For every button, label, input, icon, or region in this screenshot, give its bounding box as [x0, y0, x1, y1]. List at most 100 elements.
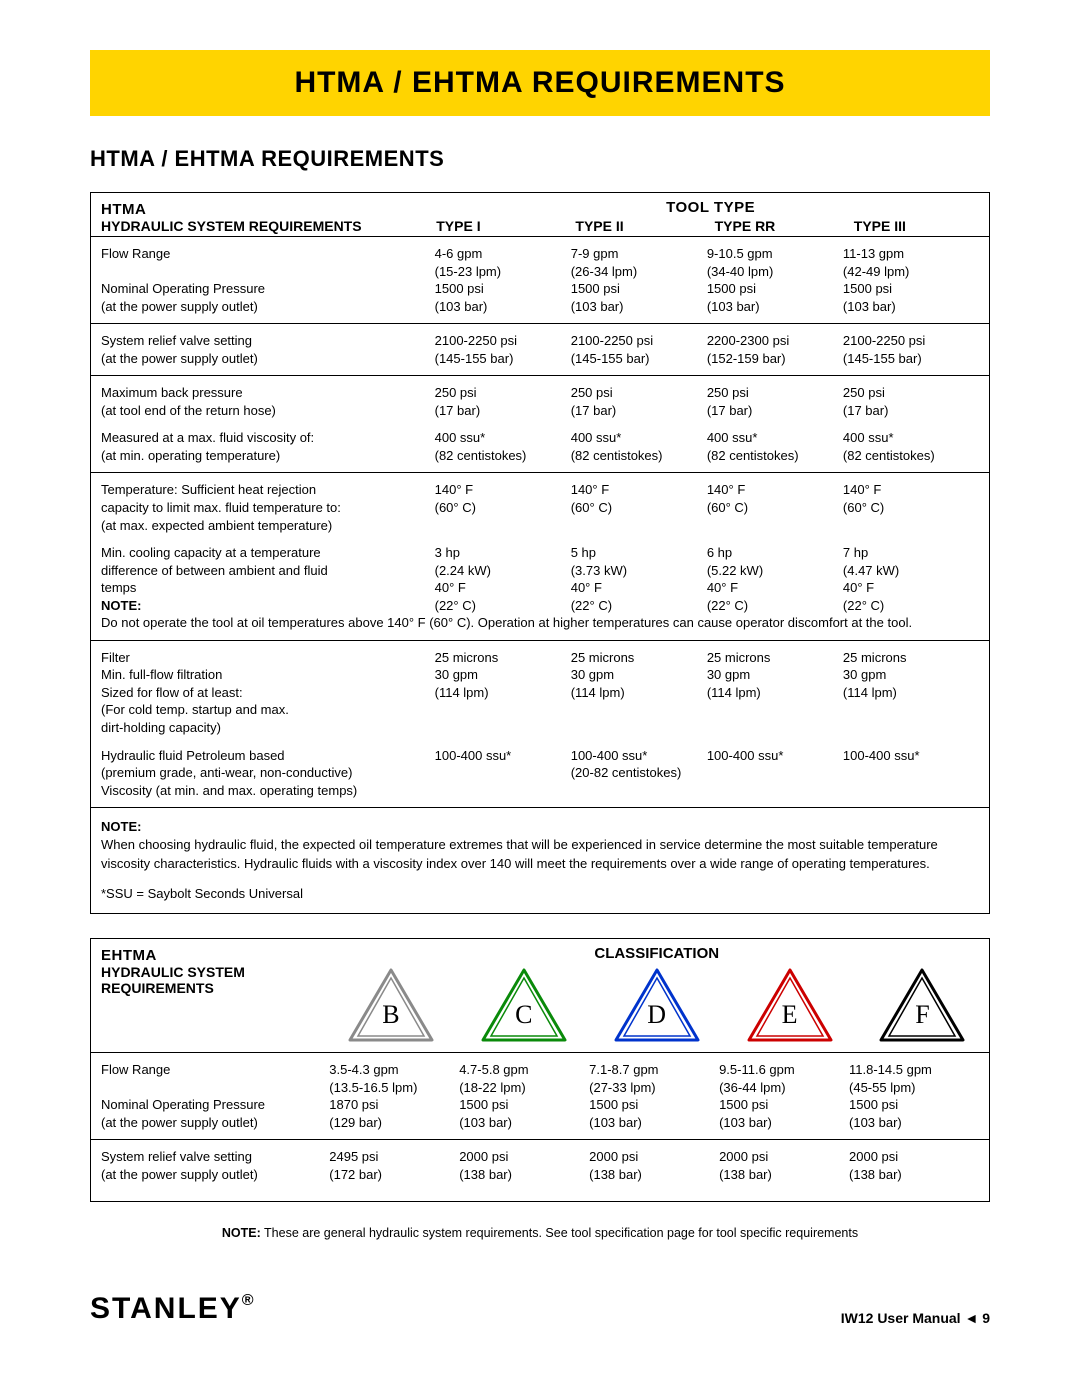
cell: 400 ssu* [571, 429, 707, 447]
cell: (26-34 lpm) [571, 263, 707, 281]
table-row: Hydraulic fluid Petroleum based100-400 s… [101, 747, 979, 765]
row-values: 40° F40° F40° F40° F [435, 579, 979, 597]
cell: 250 psi [435, 384, 571, 402]
cell: 1500 psi [435, 280, 571, 298]
row-label: NOTE: [101, 597, 435, 615]
cell: 7 hp [843, 544, 979, 562]
cell: 140° F [435, 481, 571, 499]
table-row: (at the power supply outlet)(172 bar)(13… [91, 1166, 989, 1184]
table-row: Sized for flow of at least:(114 lpm)(114… [101, 684, 979, 702]
cell: 11-13 gpm [843, 245, 979, 263]
table-row: (at max. expected ambient temperature) [101, 517, 979, 535]
row-values: 1870 psi1500 psi1500 psi1500 psi1500 psi [329, 1096, 979, 1114]
cell [843, 719, 979, 737]
row-label: Min. cooling capacity at a temperature [101, 544, 435, 562]
cell: 2000 psi [849, 1148, 979, 1166]
table-row: Nominal Operating Pressure1870 psi1500 p… [91, 1096, 989, 1114]
cell: (45-55 lpm) [849, 1079, 979, 1097]
cell: (17 bar) [435, 402, 571, 420]
row-values: (2.24 kW)(3.73 kW)(5.22 kW)(4.47 kW) [435, 562, 979, 580]
cell: (145-155 bar) [843, 350, 979, 368]
cell: 11.8-14.5 gpm [849, 1061, 979, 1079]
cell: 1500 psi [707, 280, 843, 298]
cell: (103 bar) [589, 1114, 719, 1132]
triangle-letter: E [745, 1000, 835, 1030]
cell [435, 719, 571, 737]
cell: 7-9 gpm [571, 245, 707, 263]
table-row: System relief valve setting2100-2250 psi… [101, 332, 979, 350]
footer-note: NOTE: These are general hydraulic system… [90, 1226, 990, 1240]
classification-triangle-f: F [877, 966, 967, 1044]
cell: 400 ssu* [843, 429, 979, 447]
cell: (114 lpm) [843, 684, 979, 702]
cell: (103 bar) [435, 298, 571, 316]
cell: (4.47 kW) [843, 562, 979, 580]
cell: 4.7-5.8 gpm [459, 1061, 589, 1079]
htma-section-5: Filter25 microns25 microns25 microns25 m… [91, 641, 989, 808]
row-values [435, 517, 979, 535]
row-label: temps [101, 579, 435, 597]
cell: 30 gpm [435, 666, 571, 684]
row-values [435, 701, 979, 719]
cell: (60° C) [707, 499, 843, 517]
table-row: (13.5-16.5 lpm)(18-22 lpm)(27-33 lpm)(36… [91, 1079, 989, 1097]
row-label: capacity to limit max. fluid temperature… [101, 499, 435, 517]
classification-title: CLASSIFICATION [324, 939, 989, 966]
cell: (138 bar) [719, 1166, 849, 1184]
footnote-text: These are general hydraulic system requi… [261, 1226, 858, 1240]
cell: (17 bar) [843, 402, 979, 420]
row-label: System relief valve setting [101, 1148, 329, 1166]
ehtma-section-1: Flow Range3.5-4.3 gpm4.7-5.8 gpm7.1-8.7 … [91, 1052, 989, 1139]
cell: 40° F [435, 579, 571, 597]
row-values: (20-82 centistokes) [435, 764, 979, 782]
row-label: (For cold temp. startup and max. [101, 701, 435, 719]
col-type-i: TYPE I [432, 216, 571, 236]
row-values: 2100-2250 psi2100-2250 psi2200-2300 psi2… [435, 332, 979, 350]
cell [435, 782, 571, 800]
cell: 1500 psi [843, 280, 979, 298]
table-row: Temperature: Sufficient heat rejection14… [101, 481, 979, 499]
cell [843, 517, 979, 535]
cell: 100-400 ssu* [707, 747, 843, 765]
row-values: 250 psi250 psi250 psi250 psi [435, 384, 979, 402]
triangle-letter: D [612, 1000, 702, 1030]
cell: (82 centistokes) [707, 447, 843, 465]
row-values [435, 782, 979, 800]
cell: (82 centistokes) [435, 447, 571, 465]
cell [435, 764, 571, 782]
cell [571, 719, 707, 737]
warning-text: Do not operate the tool at oil temperatu… [101, 614, 979, 632]
row-values: 1500 psi1500 psi1500 psi1500 psi [435, 280, 979, 298]
ehtma-title: EHTMA [101, 947, 314, 964]
cell: 2495 psi [329, 1148, 459, 1166]
table-row: Viscosity (at min. and max. operating te… [101, 782, 979, 800]
note-body: When choosing hydraulic fluid, the expec… [101, 836, 979, 872]
cell: (114 lpm) [435, 684, 571, 702]
cell [707, 701, 843, 719]
row-values: 140° F140° F140° F140° F [435, 481, 979, 499]
cell: 3.5-4.3 gpm [329, 1061, 459, 1079]
htma-subtitle: HYDRAULIC SYSTEM REQUIREMENTS [101, 218, 422, 234]
row-label: Flow Range [101, 1061, 329, 1079]
classification-triangle-b: B [346, 966, 436, 1044]
row-values: (103 bar)(103 bar)(103 bar)(103 bar) [435, 298, 979, 316]
cell: 1500 psi [571, 280, 707, 298]
row-label: (premium grade, anti-wear, non-conductiv… [101, 764, 435, 782]
cell: 2100-2250 psi [435, 332, 571, 350]
cell: 250 psi [571, 384, 707, 402]
row-values: 3 hp5 hp6 hp7 hp [435, 544, 979, 562]
triangle-letter: C [479, 1000, 569, 1030]
cell: 25 microns [571, 649, 707, 667]
cell: (36-44 lpm) [719, 1079, 849, 1097]
cell: (103 bar) [849, 1114, 979, 1132]
cell: (138 bar) [849, 1166, 979, 1184]
cell [843, 701, 979, 719]
title-banner: HTMA / EHTMA REQUIREMENTS [90, 50, 990, 116]
table-row: difference of between ambient and fluid(… [101, 562, 979, 580]
note-title: NOTE: [101, 818, 979, 836]
cell: (22° C) [843, 597, 979, 615]
row-label: (at the power supply outlet) [101, 298, 435, 316]
cell [571, 701, 707, 719]
cell: (103 bar) [571, 298, 707, 316]
row-label: Measured at a max. fluid viscosity of: [101, 429, 435, 447]
